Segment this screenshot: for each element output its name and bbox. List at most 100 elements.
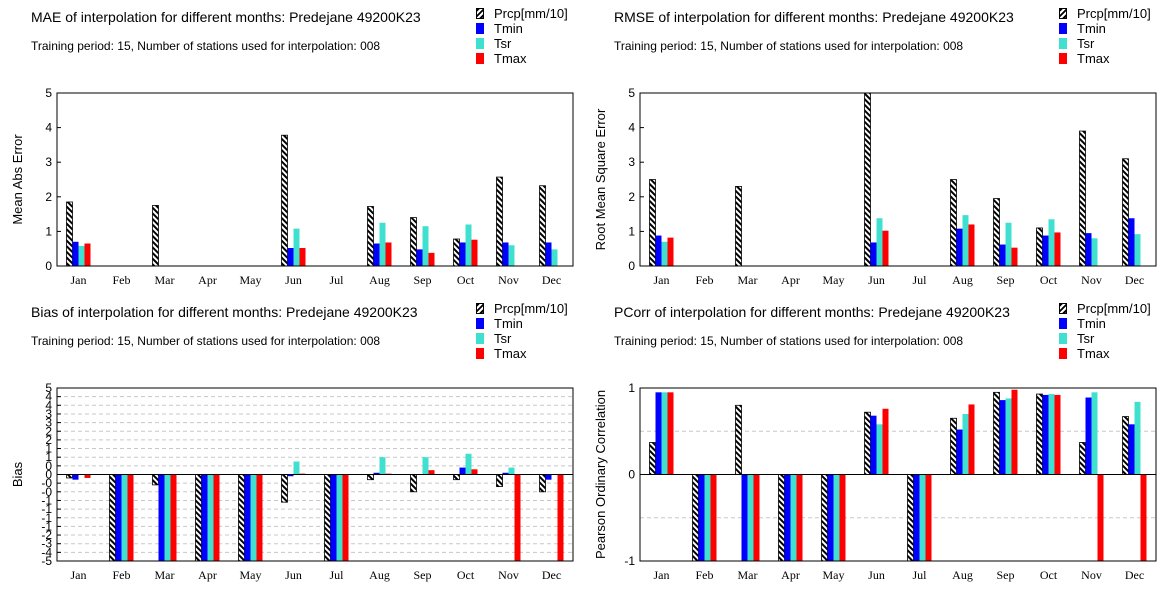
x-tick-label: Sep (997, 273, 1015, 287)
tmin-bar (502, 242, 509, 266)
y-axis-label: Mean Abs Error (10, 134, 25, 225)
x-tick-label: Apr (781, 568, 800, 582)
x-tick-label: Feb (113, 568, 131, 582)
tsr-bar (1134, 234, 1141, 266)
y-tick-label: 2 (45, 190, 52, 204)
tmax-bar (557, 474, 564, 561)
y-tick-label: 3 (628, 155, 635, 169)
x-tick-label: Feb (696, 568, 714, 582)
tmax-bar (1097, 474, 1104, 561)
tmin-bar (870, 415, 877, 475)
tsr-bar (962, 413, 969, 475)
tmin-bar (330, 474, 337, 561)
chart-legend: Prcp[mm/10] Tmin Tsr Tmax (1059, 6, 1151, 66)
x-tick-label: Aug (369, 568, 390, 582)
legend-item-tmax: Tmax (476, 51, 568, 66)
tsr-bar (422, 457, 429, 475)
x-tick-label: May (240, 568, 262, 582)
legend-swatch-tsr (476, 38, 484, 49)
tmax-bar (428, 252, 435, 266)
legend-item-tmax: Tmax (1059, 51, 1151, 66)
x-tick-label: Sep (414, 273, 432, 287)
legend-item-tsr: Tsr (1059, 36, 1151, 51)
y-tick-label: 0 (628, 259, 635, 273)
legend-item-prcp: Prcp[mm/10] (476, 6, 568, 21)
precip-bar (735, 186, 742, 267)
x-tick-label: Dec (542, 273, 561, 287)
y-tick-label: 1 (628, 381, 635, 395)
legend-swatch-tsr (1059, 333, 1067, 344)
tmax-bar (213, 474, 220, 561)
legend-item-tmin: Tmin (1059, 21, 1151, 36)
legend-swatch-tmin (1059, 23, 1067, 34)
tmin-bar (244, 474, 251, 561)
chart-plot: -1 0 1 Jan Feb Mar Apr May Jun Jul Aug Sep Oct Nov Dec… (593, 381, 1157, 582)
precip-bar (324, 474, 331, 562)
tmax-bar (968, 224, 975, 266)
legend-swatch-tsr (1059, 38, 1067, 49)
tsr-bar (962, 215, 969, 266)
tsr-bar (121, 474, 128, 561)
chart-legend: Prcp[mm/10] Tmin Tsr Tmax (476, 301, 568, 361)
precip-bar (410, 474, 417, 493)
x-tick-label: Dec (542, 568, 561, 582)
tmin-bar (72, 474, 79, 480)
tmin-bar (158, 474, 165, 561)
tmin-bar (999, 244, 1006, 266)
plot-frame (56, 92, 574, 267)
tmin-bar (999, 400, 1006, 475)
tsr-bar (1048, 394, 1055, 475)
x-tick-label: Aug (952, 273, 973, 287)
y-tick-label: 1 (45, 450, 52, 464)
y-tick-label: -1 (41, 511, 52, 525)
tmin-bar (287, 474, 294, 477)
chart-legend: Prcp[mm/10] Tmin Tsr Tmax (1059, 301, 1151, 361)
tmax-bar (1054, 394, 1061, 475)
tmin-bar (459, 467, 466, 475)
y-tick-label: 2 (45, 424, 52, 438)
x-tick-label: Mar (738, 568, 758, 582)
tsr-bar (293, 461, 300, 475)
precip-bar (950, 417, 957, 475)
x-tick-label: Dec (1125, 273, 1144, 287)
legend-swatch-prcp (1059, 8, 1067, 19)
x-tick-label: Jun (285, 273, 302, 287)
tsr-bar (207, 474, 214, 561)
tsr-bar (78, 245, 85, 266)
legend-label: Prcp[mm/10] (1077, 301, 1151, 316)
y-tick-label: -2 (41, 528, 52, 542)
y-tick-label: -5 (41, 554, 52, 568)
tmin-bar (545, 242, 552, 266)
tmax-bar (342, 474, 349, 561)
precip-bar (1079, 442, 1086, 475)
x-tick-label: Jul (912, 568, 927, 582)
y-tick-label: 1 (628, 224, 635, 238)
tsr-bar (379, 457, 386, 475)
x-tick-label: Jun (868, 273, 885, 287)
tmax-bar (796, 474, 803, 561)
y-tick-label: -3 (41, 537, 52, 551)
x-tick-label: Jul (912, 273, 927, 287)
precip-bar (692, 474, 699, 562)
tmin-bar (1042, 235, 1049, 266)
legend-item-tmax: Tmax (476, 346, 568, 361)
legend-item-tsr: Tsr (476, 36, 568, 51)
x-tick-label: Sep (414, 568, 432, 582)
legend-swatch-tmax (1059, 348, 1067, 359)
tmin-bar (545, 474, 552, 480)
legend-swatch-prcp (476, 303, 484, 314)
tmax-bar (667, 237, 674, 266)
y-tick-label: 5 (45, 86, 52, 100)
tsr-bar (164, 474, 171, 561)
precip-bar (66, 201, 73, 267)
tmin-bar (827, 474, 834, 561)
legend-label: Prcp[mm/10] (494, 301, 568, 316)
tmin-bar (287, 248, 294, 266)
chart-subtitle: Training period: 15, Number of stations … (614, 334, 964, 348)
legend-item-prcp: Prcp[mm/10] (1059, 6, 1151, 21)
x-tick-label: Apr (781, 273, 800, 287)
y-tick-label: 3 (45, 416, 52, 430)
tmin-bar (416, 249, 423, 266)
legend-swatch-tmax (476, 53, 484, 64)
precip-bar (453, 238, 460, 267)
